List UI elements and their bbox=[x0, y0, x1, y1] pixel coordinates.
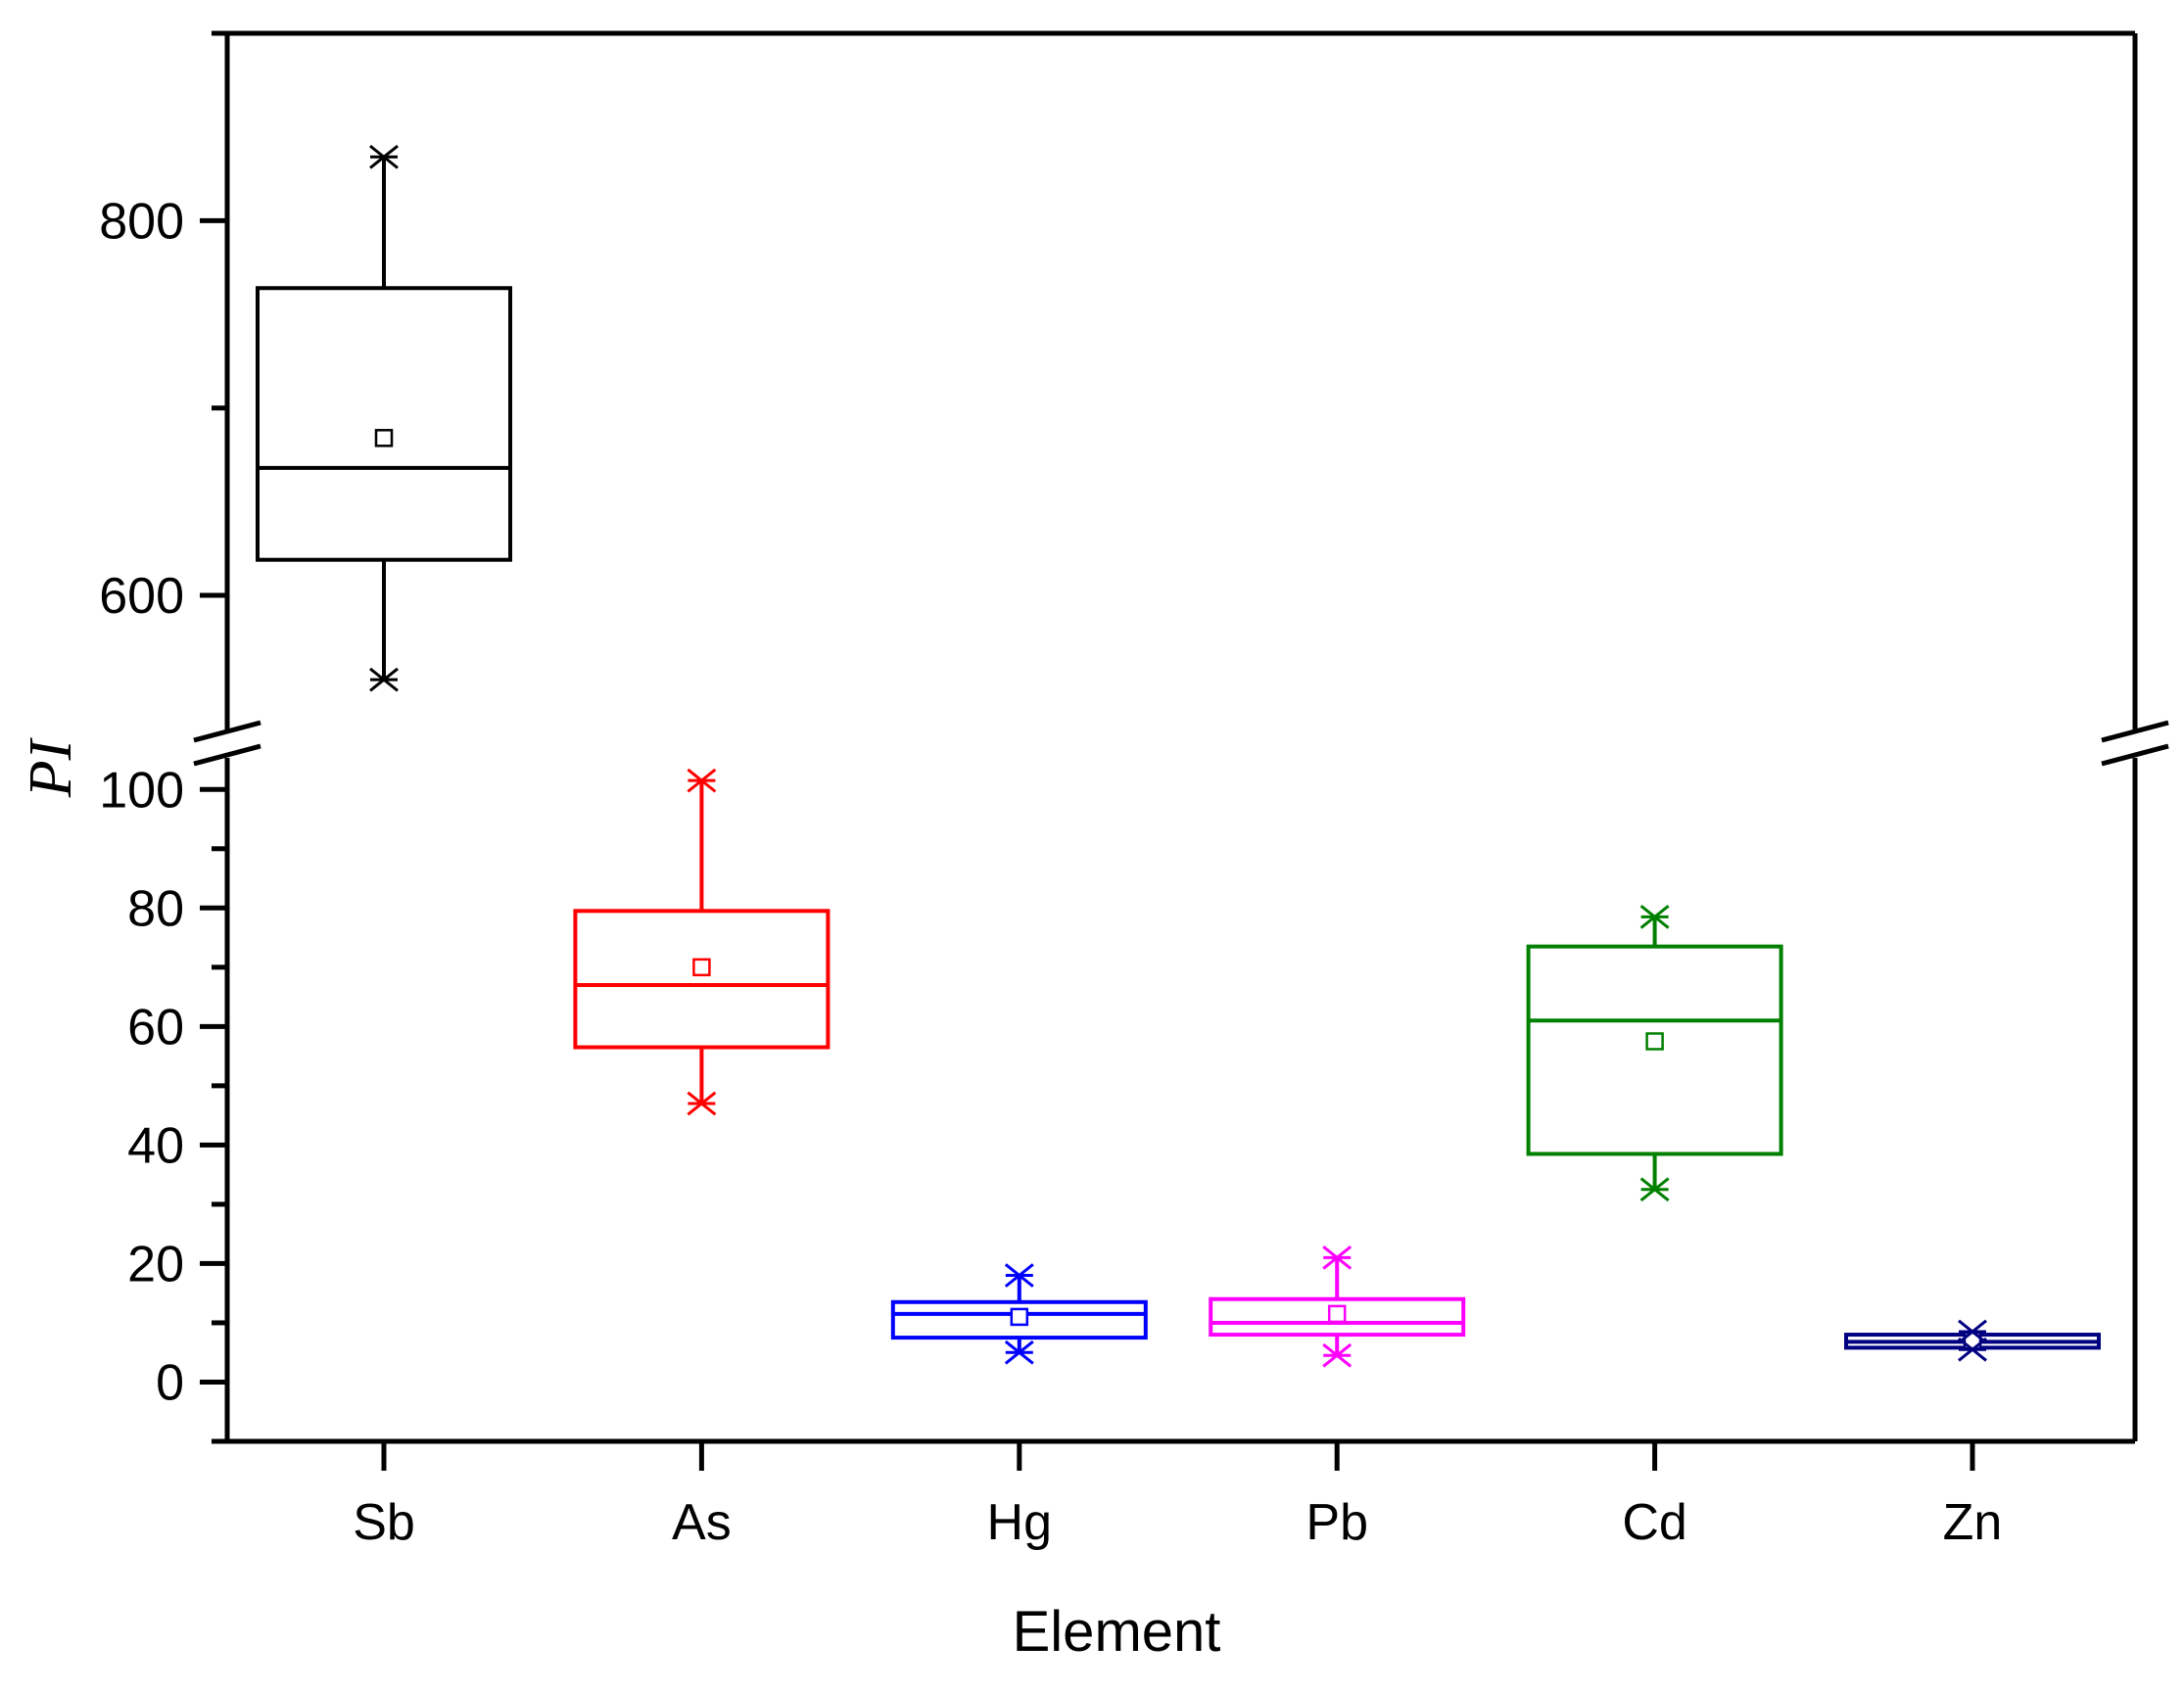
max-marker bbox=[1322, 1246, 1353, 1270]
mean-marker bbox=[1010, 1307, 1029, 1327]
max-marker bbox=[687, 768, 717, 793]
plot-frame bbox=[188, 30, 2174, 1444]
y-tick-label: 20 bbox=[127, 1236, 184, 1292]
box-iqr bbox=[573, 909, 831, 1050]
y-tick-label: 40 bbox=[127, 1117, 184, 1174]
box-as bbox=[573, 768, 831, 1116]
min-marker bbox=[1958, 1337, 1987, 1362]
x-tick-label-sb: Sb bbox=[353, 1494, 415, 1551]
right-break-mark-2 bbox=[2101, 743, 2169, 767]
box-zn bbox=[1844, 1319, 2101, 1362]
box-iqr bbox=[1526, 944, 1783, 1156]
box-hg bbox=[890, 1263, 1148, 1365]
min-marker bbox=[1639, 1177, 1670, 1202]
min-marker bbox=[687, 1091, 717, 1116]
y-axis: 0 20 40 60 80 100 600 800 bbox=[99, 30, 227, 1444]
left-break-mark-2 bbox=[193, 743, 261, 767]
left-break-mark-1 bbox=[193, 720, 261, 743]
mean-marker bbox=[1327, 1304, 1347, 1324]
y-tick-label: 0 bbox=[156, 1354, 184, 1411]
min-marker bbox=[1322, 1342, 1353, 1368]
right-break-mark-1 bbox=[2101, 720, 2169, 743]
box-iqr bbox=[256, 286, 512, 562]
x-axis: Sb As Hg Pb Cd Zn bbox=[353, 1441, 2002, 1551]
x-tick-label-hg: Hg bbox=[987, 1494, 1052, 1551]
min-marker bbox=[1004, 1340, 1034, 1365]
y-tick-label: 60 bbox=[127, 999, 184, 1056]
max-marker bbox=[369, 144, 399, 169]
box-pb bbox=[1209, 1246, 1466, 1368]
mean-marker bbox=[692, 958, 711, 977]
box-iqr bbox=[1209, 1296, 1466, 1338]
x-tick-label-as: As bbox=[672, 1494, 732, 1551]
max-marker bbox=[1639, 905, 1670, 929]
x-tick-label-cd: Cd bbox=[1622, 1494, 1686, 1551]
y-tick-label: 600 bbox=[99, 568, 184, 625]
y-tick-label: 800 bbox=[99, 193, 184, 250]
box-cd bbox=[1526, 905, 1783, 1202]
max-marker bbox=[1004, 1263, 1034, 1288]
mean-marker bbox=[1645, 1032, 1664, 1051]
mean-marker bbox=[374, 429, 394, 447]
y-tick-label: 80 bbox=[127, 880, 184, 937]
boxes bbox=[256, 144, 2101, 1368]
x-axis-title: Element bbox=[1013, 1600, 1221, 1664]
x-tick-label-zn: Zn bbox=[1943, 1494, 2003, 1551]
max-marker bbox=[1958, 1319, 1987, 1344]
x-tick-label-pb: Pb bbox=[1306, 1494, 1368, 1551]
y-tick-label: 100 bbox=[99, 762, 184, 819]
y-axis-title: PI bbox=[18, 736, 84, 798]
min-marker bbox=[369, 667, 399, 692]
box-sb bbox=[256, 144, 512, 692]
box-iqr bbox=[890, 1299, 1148, 1340]
